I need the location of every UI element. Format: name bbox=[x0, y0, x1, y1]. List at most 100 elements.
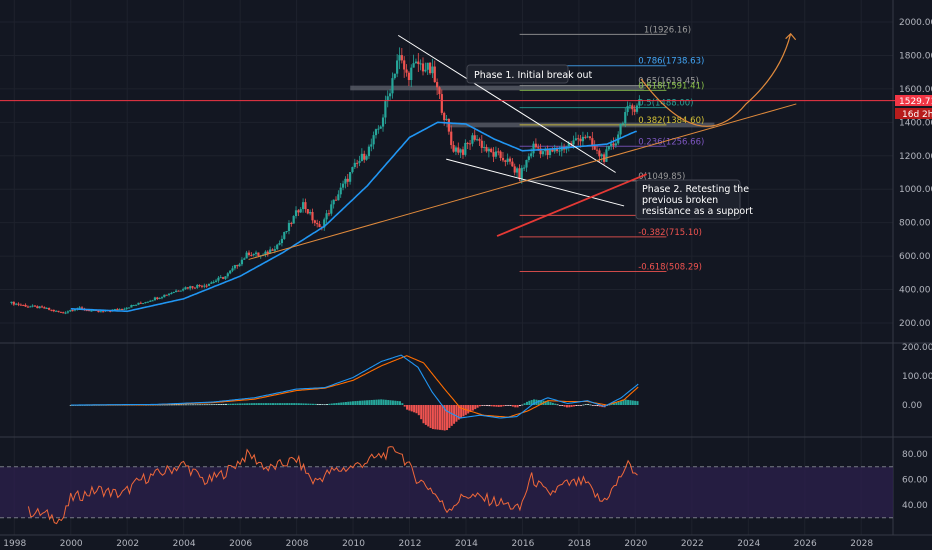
macd-histogram-bar bbox=[311, 403, 314, 405]
candle-body bbox=[579, 138, 582, 142]
fib-label-9: -0.382(715.10) bbox=[638, 228, 702, 238]
candle-body bbox=[372, 135, 375, 145]
candle-body bbox=[278, 243, 281, 245]
candle-body bbox=[588, 136, 592, 139]
candle-body bbox=[377, 128, 380, 130]
candle-body bbox=[167, 293, 171, 295]
candle-body bbox=[621, 123, 625, 125]
candle-body bbox=[224, 276, 227, 279]
candle-body bbox=[537, 147, 540, 149]
candle-body bbox=[280, 238, 284, 244]
price-label: 1529.71 16d 2h bbox=[895, 95, 932, 120]
macd-tick-100.00: 100.00 bbox=[902, 372, 932, 382]
macd-histogram-bar bbox=[401, 403, 404, 405]
macd-histogram-bar bbox=[530, 400, 533, 405]
candle-body bbox=[71, 310, 74, 312]
candle-body bbox=[243, 258, 246, 260]
candle-body bbox=[605, 149, 608, 162]
candle-body bbox=[339, 187, 342, 195]
macd-tick-200.00: 200.00 bbox=[902, 343, 932, 353]
candle-body bbox=[527, 156, 530, 161]
candle-body bbox=[428, 62, 432, 74]
rsi-panel bbox=[0, 446, 893, 525]
candle-body bbox=[66, 311, 70, 313]
candle-body bbox=[189, 286, 192, 289]
macd-histogram-bar bbox=[264, 403, 267, 405]
candle-body bbox=[633, 109, 636, 112]
macd-histogram-bar bbox=[573, 405, 576, 407]
candle-body bbox=[487, 148, 490, 152]
candle-body bbox=[501, 157, 505, 161]
macd-histogram-bar bbox=[347, 401, 350, 405]
macd-histogram-bar bbox=[217, 404, 220, 405]
macd-histogram-bar bbox=[410, 405, 413, 412]
candle-body bbox=[631, 105, 634, 110]
macd-histogram-bar bbox=[417, 405, 420, 416]
candle-body bbox=[586, 136, 589, 138]
macd-histogram-bar bbox=[448, 405, 451, 428]
candle-body bbox=[478, 139, 481, 141]
candle-body bbox=[186, 287, 189, 289]
fib-label-6: 0.236(1256.66) bbox=[638, 137, 704, 147]
candle-body bbox=[388, 93, 392, 97]
projection-arrowhead bbox=[785, 32, 797, 41]
candle-body bbox=[403, 60, 406, 70]
candle-body bbox=[118, 309, 121, 311]
candle-body bbox=[619, 123, 622, 135]
candle-body bbox=[438, 87, 441, 95]
candle-body bbox=[337, 194, 340, 201]
fib-label-4: 0.5(1488.00) bbox=[638, 99, 693, 109]
macd-histogram-bar bbox=[344, 401, 347, 405]
price-tick-2000.00: 2000.00 bbox=[899, 18, 932, 28]
candle-body bbox=[327, 213, 331, 215]
candle-body bbox=[349, 172, 352, 182]
candle-body bbox=[363, 153, 366, 160]
candle-body bbox=[47, 308, 51, 310]
candle-body bbox=[398, 55, 401, 61]
annotation-phase-1[interactable]: Phase 1. Initial break out bbox=[466, 64, 593, 84]
macd-panel bbox=[69, 354, 639, 431]
x-tick-2018: 2018 bbox=[568, 539, 591, 549]
macd-histogram-bar bbox=[208, 404, 211, 406]
candle-body bbox=[130, 305, 133, 308]
price-tick-1200.00: 1200.00 bbox=[899, 152, 932, 162]
candle-body bbox=[266, 251, 269, 254]
macd-histogram-bar bbox=[279, 403, 282, 405]
macd-histogram-bar bbox=[295, 403, 298, 405]
macd-histogram-bar bbox=[342, 402, 345, 405]
candle-body bbox=[577, 138, 580, 140]
candle-body bbox=[548, 149, 552, 156]
annotation-phase-2[interactable]: Phase 2. Retesting the previous broken r… bbox=[635, 179, 753, 220]
macd-histogram-bar bbox=[523, 403, 526, 405]
candle-body bbox=[379, 126, 382, 129]
macd-histogram-bar bbox=[368, 400, 371, 405]
macd-histogram-bar bbox=[528, 400, 531, 405]
candle-body bbox=[414, 61, 418, 64]
candle-body bbox=[518, 168, 521, 180]
macd-tick-0.00: 0.00 bbox=[902, 401, 922, 411]
macd-histogram-bar bbox=[170, 404, 173, 406]
candle-body bbox=[480, 140, 483, 148]
candle-body bbox=[494, 151, 498, 157]
macd-histogram-bar bbox=[222, 403, 225, 405]
candle-body bbox=[292, 216, 295, 224]
candle-body bbox=[532, 143, 535, 154]
candle-body bbox=[290, 222, 293, 224]
macd-histogram-bar bbox=[558, 405, 561, 406]
candle-body bbox=[139, 302, 142, 304]
price-tick-600.00: 600.00 bbox=[899, 252, 931, 262]
macd-histogram-bar bbox=[232, 403, 235, 405]
candle-body bbox=[365, 156, 368, 160]
candle-body bbox=[421, 63, 425, 72]
macd-histogram-bar bbox=[192, 404, 195, 406]
candle-body bbox=[520, 167, 523, 180]
macd-histogram-bar bbox=[622, 399, 625, 405]
candle-body bbox=[33, 305, 37, 307]
fib-label-5: 0.382(1384.60) bbox=[638, 116, 704, 126]
macd-histogram-bar bbox=[615, 402, 618, 405]
macd-histogram-bar bbox=[177, 404, 180, 406]
candle-body bbox=[294, 210, 298, 217]
candle-body bbox=[254, 252, 258, 254]
candle-body bbox=[156, 297, 159, 299]
